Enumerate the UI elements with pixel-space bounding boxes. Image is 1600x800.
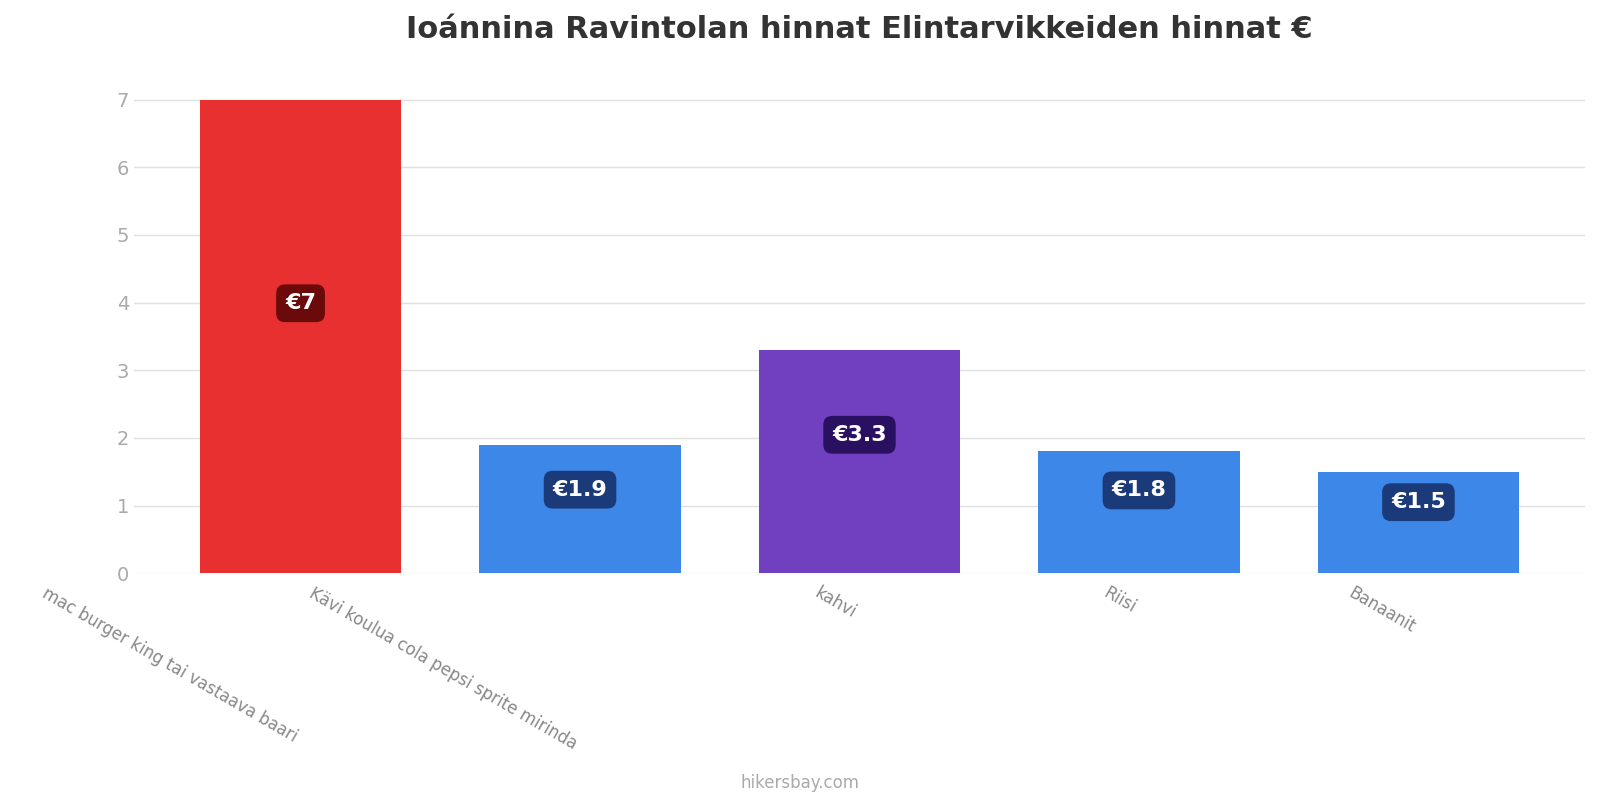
Bar: [200, 100, 402, 574]
Bar: [1318, 472, 1518, 574]
Bar: [1038, 451, 1240, 574]
Text: €1.5: €1.5: [1390, 492, 1446, 512]
Bar: [480, 445, 680, 574]
Bar: [758, 350, 960, 574]
Text: €1.8: €1.8: [1112, 481, 1166, 501]
Text: hikersbay.com: hikersbay.com: [741, 774, 859, 792]
Text: €3.3: €3.3: [832, 425, 886, 445]
Text: €1.9: €1.9: [552, 480, 608, 500]
Text: €7: €7: [285, 294, 317, 314]
Title: Ioánnina Ravintolan hinnat Elintarvikkeiden hinnat €: Ioánnina Ravintolan hinnat Elintarvikkei…: [406, 15, 1314, 44]
